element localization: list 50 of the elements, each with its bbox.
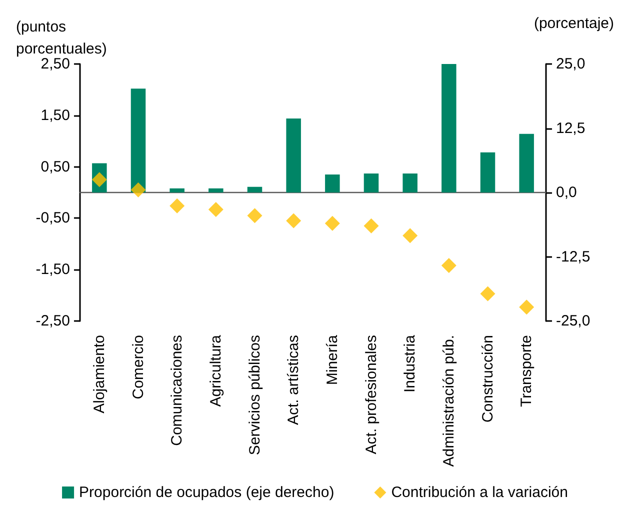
bar [170,188,184,192]
bar [402,173,418,192]
bar [480,152,496,192]
x-tick-label: Servicios públicos [246,335,264,456]
x-tick-label: Alojamiento [90,335,108,414]
legend-label: Contribución a la variación [391,484,568,501]
x-tick-label: Act. artísticas [285,335,302,426]
y-axis-title: (puntos porcentuales) [16,18,107,58]
point [364,218,379,234]
x-tick-label: Comercio [130,335,147,400]
y2-tick-label: -12,5 [556,248,590,266]
x-tick-label: Minería [324,334,341,386]
point [519,300,534,315]
bar [519,134,534,192]
legend-label: Proporción de ocupados (eje derecho) [79,484,334,501]
y2-tick-label: 0,0 [556,184,577,201]
point [92,172,107,188]
x-tick-label: Comunicaciones [168,335,186,446]
bar [442,64,456,192]
y-tick-label: -0,50 [36,210,70,227]
y-tick-label: 1,50 [40,106,70,124]
y2-axis-title: (porcentaje) [534,15,614,32]
y2-tick-label: -25,0 [556,312,590,330]
bar [247,186,262,192]
x-tick-label: Administración púb. [440,335,458,467]
y-tick-label: -1,50 [36,261,70,278]
x-tick-label: Act. profesionales [362,335,380,454]
point [247,208,262,224]
y2-tick-label: 25,0 [556,56,586,72]
x-tick-label: Industria [402,334,419,393]
point [286,213,302,228]
y-tick-label: -2,50 [36,312,70,330]
bar [130,88,146,192]
y2-tick-label: 12,5 [556,120,586,137]
point [402,228,418,244]
bar [325,174,340,192]
point [480,286,496,302]
x-tick-label: Transporte [518,335,536,407]
y-tick-label: 0,50 [40,158,70,176]
point [170,198,185,214]
point [208,202,224,217]
point [441,258,456,273]
x-tick-label: Construcción [479,335,496,423]
bar [286,118,301,192]
bar [364,173,379,192]
y-tick-label: 2,50 [40,56,70,72]
point [324,216,340,231]
point [130,182,146,198]
bar [208,188,224,192]
x-tick-label: Agricultura [207,334,224,407]
